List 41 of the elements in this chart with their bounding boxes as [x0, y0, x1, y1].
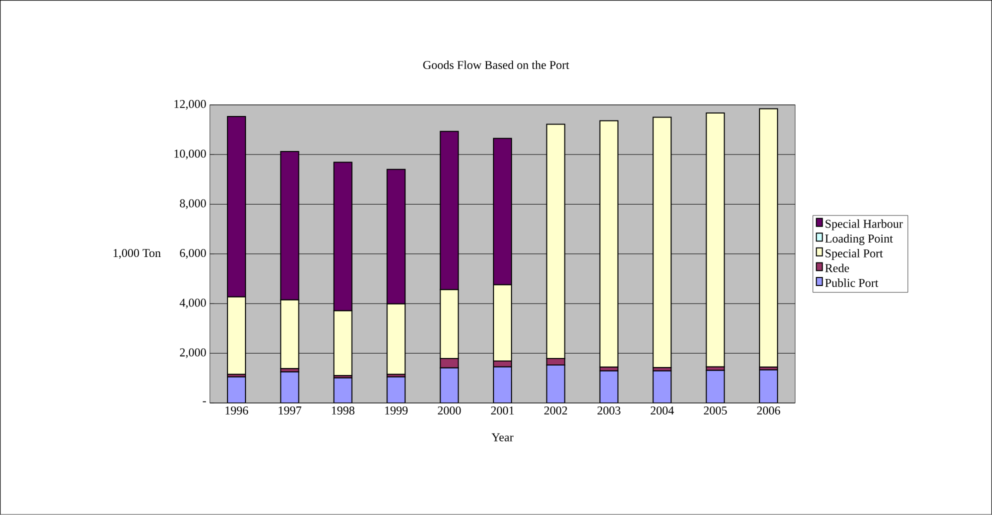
x-tick-label: 2001	[491, 406, 514, 415]
bar	[280, 371, 300, 404]
x-tick-label: 2006	[757, 406, 780, 415]
bar	[706, 370, 725, 404]
bar	[226, 376, 246, 404]
bar	[599, 120, 618, 368]
legend-label: Special Harbour	[826, 220, 903, 230]
bar	[706, 112, 725, 368]
bar	[652, 116, 672, 368]
x-tick-label: 2005	[704, 406, 727, 415]
y-tick-label: 10,000	[174, 150, 206, 160]
x-axis-title: Year	[492, 433, 514, 442]
chart-title: Goods Flow Based on the Port	[423, 60, 570, 70]
y-tick-label: -	[202, 401, 206, 402]
bar	[440, 368, 459, 404]
bar	[546, 364, 566, 404]
x-tick-label: 2003	[597, 406, 620, 415]
x-tick-label: 1997	[278, 406, 302, 415]
x-tick-label: 1999	[385, 406, 408, 415]
y-tick-label: 8,000	[180, 199, 206, 210]
bar	[493, 366, 512, 404]
legend-label: Special Port	[826, 249, 883, 260]
bar	[652, 370, 672, 404]
y-tick-label: 6,000	[180, 249, 206, 259]
legend-label: Rede	[825, 264, 850, 272]
bar	[759, 108, 778, 368]
x-tick-label: 2002	[544, 406, 568, 415]
bar	[386, 376, 406, 404]
bar	[599, 370, 618, 404]
bar	[759, 370, 778, 404]
x-tick-label: 1998	[332, 406, 354, 415]
x-tick-label: 2004	[650, 406, 674, 415]
y-tick-label: 4,000	[180, 298, 206, 309]
legend-label: Loading Point	[825, 234, 893, 246]
y-tick-label: 2,000	[180, 348, 206, 358]
legend-label: Public Port	[825, 278, 878, 288]
x-tick-label: 2000	[438, 406, 461, 415]
y-tick-label: 12,000	[174, 100, 206, 110]
bar	[333, 377, 352, 404]
x-tick-label: 1996	[226, 406, 248, 415]
y-axis-title: 1,000 Ton	[114, 249, 161, 259]
